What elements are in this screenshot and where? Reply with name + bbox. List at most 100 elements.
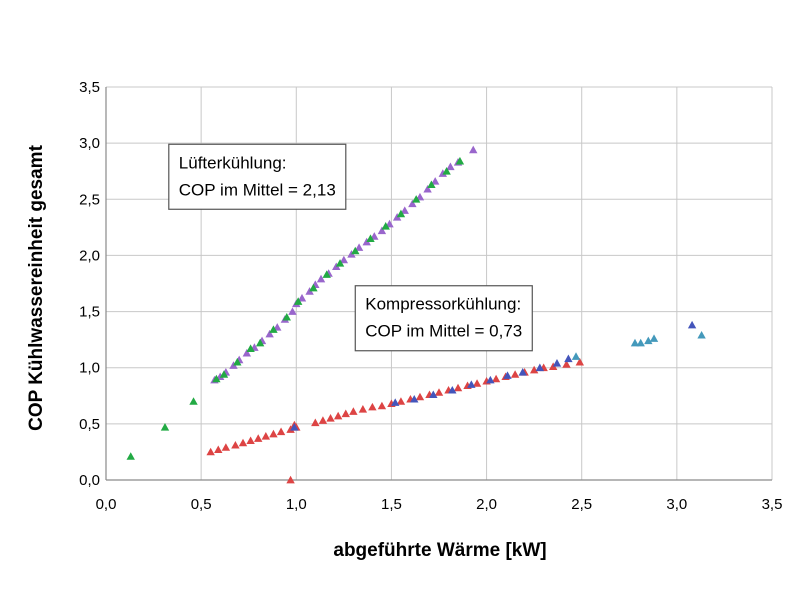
data-point <box>564 354 573 363</box>
data-point <box>442 167 451 175</box>
data-point <box>469 145 478 154</box>
data-point <box>430 177 440 185</box>
data-point <box>219 370 229 378</box>
data-point <box>318 416 328 424</box>
data-point <box>381 222 390 230</box>
data-point <box>189 397 198 405</box>
data-point <box>377 226 387 235</box>
data-point <box>212 374 221 383</box>
x-tick-labels: 0,0 0,5 1,0 1,5 2,0 2,5 3,0 3,5 <box>96 496 783 513</box>
data-point <box>434 388 444 396</box>
y-axis-title: COP Kühlwassereinheit gesamt <box>26 144 47 430</box>
y-tick-label: 2,0 <box>79 247 100 264</box>
data-point <box>410 394 419 403</box>
annotation-box-2: Kompressorkühlung: COP im Mittel = 0,73 <box>354 285 533 352</box>
data-point <box>358 405 368 413</box>
data-point <box>297 293 307 302</box>
data-point <box>429 390 438 399</box>
data-point <box>377 401 387 410</box>
data-point <box>510 370 520 378</box>
data-point <box>206 447 215 456</box>
data-point <box>562 360 571 368</box>
data-point <box>286 475 295 484</box>
data-point <box>242 348 252 357</box>
data-point <box>518 368 527 376</box>
y-tick-labels: 0,0 0,5 1,0 1,5 2,0 2,5 3,0 3,5 <box>79 79 100 489</box>
data-point <box>427 180 436 189</box>
axes <box>105 87 772 481</box>
data-point <box>467 380 476 388</box>
data-point <box>446 162 455 171</box>
data-point <box>309 283 318 292</box>
data-point <box>233 357 242 366</box>
data-point <box>349 407 358 415</box>
y-tick-label: 2,5 <box>79 191 100 208</box>
x-tick-label: 3,0 <box>666 496 687 513</box>
data-point <box>293 297 303 305</box>
data-point <box>411 195 421 203</box>
x-tick-label: 0,0 <box>96 496 117 513</box>
data-point <box>491 374 501 383</box>
data-point <box>535 363 545 372</box>
data-point <box>368 402 377 411</box>
data-point <box>214 445 223 454</box>
data-point <box>448 385 457 394</box>
data-point <box>238 438 248 447</box>
data-point <box>552 359 562 367</box>
x-tick-label: 1,0 <box>286 496 307 513</box>
y-tick-label: 1,5 <box>79 304 100 321</box>
x-tick-label: 2,0 <box>476 496 497 513</box>
data-point <box>269 325 278 333</box>
data-point <box>341 409 350 418</box>
data-point <box>322 270 331 278</box>
y-tick-label: 3,0 <box>79 135 100 152</box>
data-point <box>231 440 240 449</box>
data-point <box>649 334 659 342</box>
data-point <box>326 414 335 422</box>
data-point <box>396 397 406 405</box>
data-point <box>160 423 170 431</box>
data-point <box>438 169 448 177</box>
data-point <box>254 434 263 442</box>
series-2 <box>126 156 465 460</box>
data-point <box>288 307 297 315</box>
annotation-line: COP im Mittel = 2,13 <box>179 180 336 199</box>
annotation-frame <box>168 143 347 210</box>
data-point <box>529 365 539 374</box>
data-point <box>630 338 640 347</box>
data-point <box>333 411 343 420</box>
y-tick-label: 0,0 <box>79 472 100 489</box>
data-point <box>311 418 320 427</box>
data-point <box>246 344 255 352</box>
x-axis-title: abgeführte Wärme [kW] <box>333 540 546 561</box>
data-point <box>246 436 255 445</box>
data-point <box>316 274 326 283</box>
data-point <box>453 383 463 392</box>
data-point <box>575 357 585 366</box>
x-tick-label: 2,5 <box>571 496 592 513</box>
data-point <box>286 425 295 433</box>
data-point <box>269 429 278 438</box>
data-point <box>697 330 706 339</box>
data-point <box>687 320 697 329</box>
data-point <box>282 312 291 321</box>
data-point <box>423 184 432 193</box>
x-tick-label: 0,5 <box>191 496 212 513</box>
x-tick-label: 3,5 <box>762 496 783 513</box>
annotations: Lüfterkühlung: COP im Mittel = 2,13 Kompre… <box>168 143 533 352</box>
data-point <box>571 352 581 360</box>
y-tick-label: 3,5 <box>79 79 100 96</box>
data-point <box>354 243 364 251</box>
data-point <box>265 329 274 338</box>
x-tick-label: 1,5 <box>381 496 402 513</box>
data-point <box>636 338 645 347</box>
data-point <box>221 443 231 451</box>
data-points <box>126 145 706 484</box>
data-point <box>366 234 375 242</box>
data-point <box>503 371 512 379</box>
y-tick-label: 0,5 <box>79 416 100 433</box>
data-point <box>486 375 495 384</box>
data-point <box>351 246 360 255</box>
series-5 <box>571 330 706 360</box>
